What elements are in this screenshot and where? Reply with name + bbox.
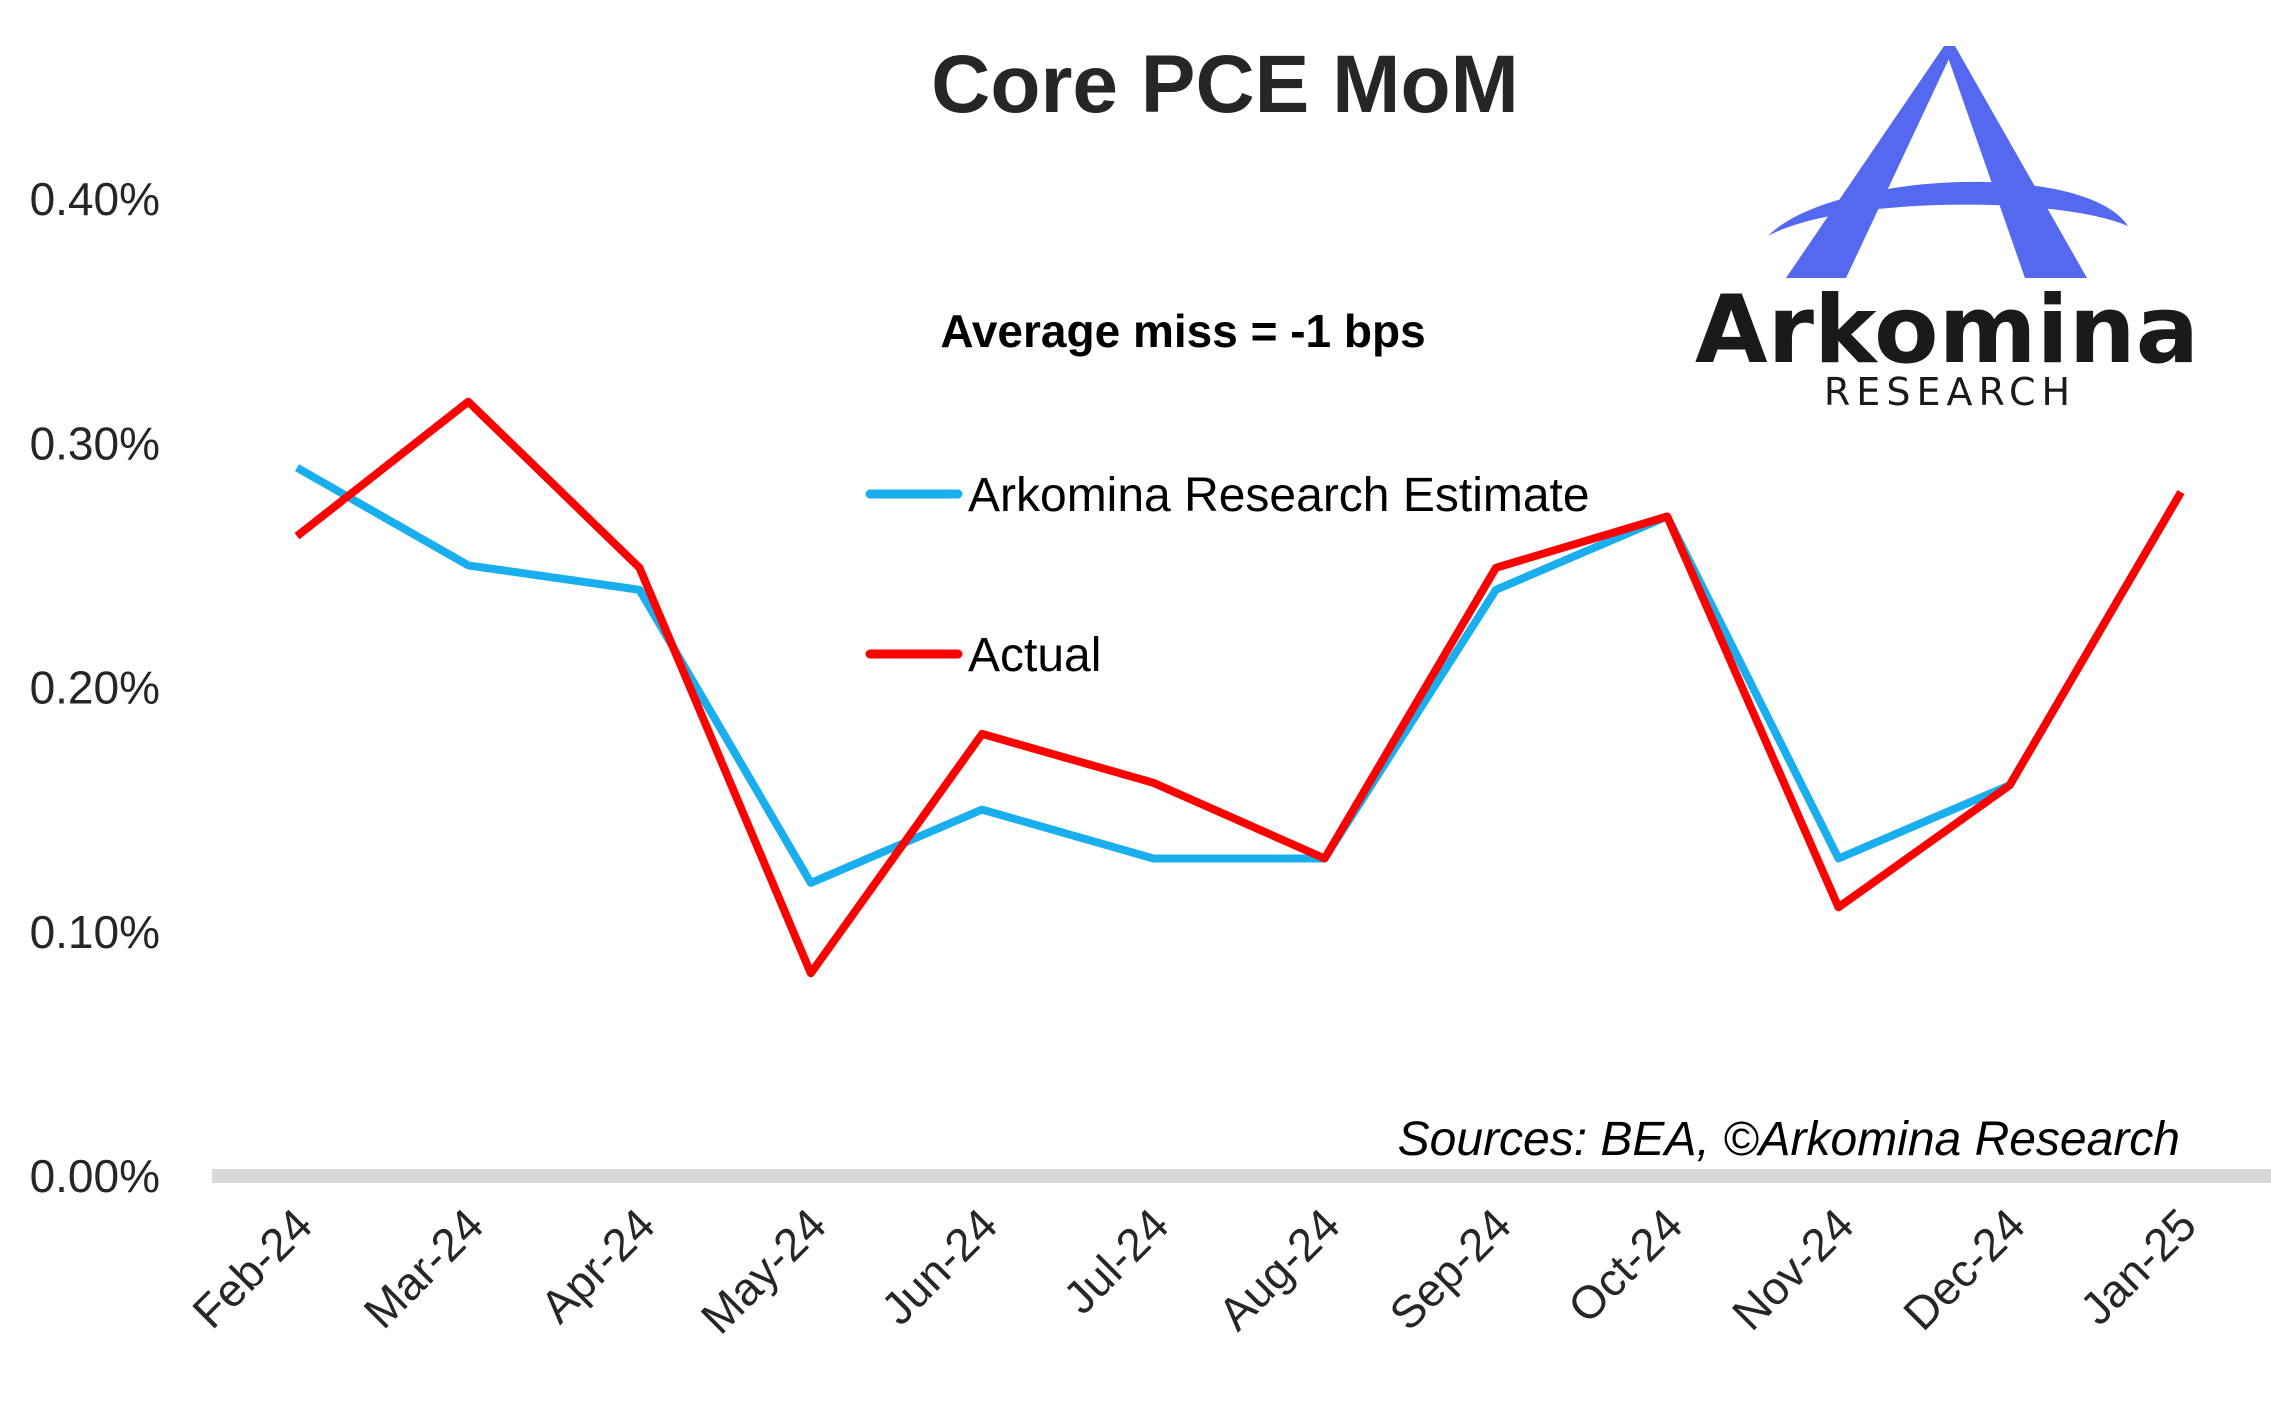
legend-label-actual: Actual [968, 629, 1101, 682]
x-tick-label: Jun-24 [871, 1198, 1007, 1334]
x-tick-label: Feb-24 [182, 1198, 322, 1338]
chart-title: Core PCE MoM [931, 39, 1519, 130]
x-tick-label: Dec-24 [1893, 1198, 2035, 1340]
x-tick-label: Jul-24 [1053, 1198, 1178, 1323]
x-tick-label: Mar-24 [354, 1198, 494, 1338]
x-tick-label: May-24 [691, 1198, 836, 1343]
logo: Arkomina RESEARCH [1695, 46, 2199, 414]
x-tick-label: Apr-24 [530, 1198, 664, 1332]
y-tick-label: 0.20% [30, 662, 160, 714]
y-tick-label: 0.00% [30, 1150, 160, 1202]
average-miss-annotation: Average miss = -1 bps [940, 305, 1425, 357]
y-tick-label: 0.30% [30, 417, 160, 469]
y-tick-label: 0.10% [30, 906, 160, 958]
x-tick-label: Jan-25 [2070, 1198, 2206, 1334]
logo-wordmark: Arkomina [1695, 276, 2199, 385]
y-axis-tick-labels: 0.00% 0.10% 0.20% 0.30% 0.40% [30, 173, 160, 1202]
x-tick-label: Sep-24 [1379, 1198, 1521, 1340]
x-axis-tick-labels: Feb-24 Mar-24 Apr-24 May-24 Jun-24 Jul-24 Aug-… [182, 1198, 2206, 1343]
source-note: Sources: BEA, ©Arkomina Research [1398, 1113, 2180, 1166]
y-tick-label: 0.40% [30, 173, 160, 225]
logo-subtitle: RESEARCH [1824, 370, 2076, 414]
series-line-actual [294, 397, 2185, 978]
series-lines [294, 397, 2185, 978]
x-tick-label: Aug-24 [1208, 1198, 1350, 1340]
legend-label-estimate: Arkomina Research Estimate [968, 469, 1590, 522]
legend: Arkomina Research Estimate Actual [865, 469, 1590, 682]
series-line-estimate [295, 464, 2185, 887]
arkomina-a-logo-icon [1768, 46, 2128, 278]
x-tick-label: Oct-24 [1558, 1198, 1692, 1332]
x-tick-label: Nov-24 [1722, 1198, 1864, 1340]
